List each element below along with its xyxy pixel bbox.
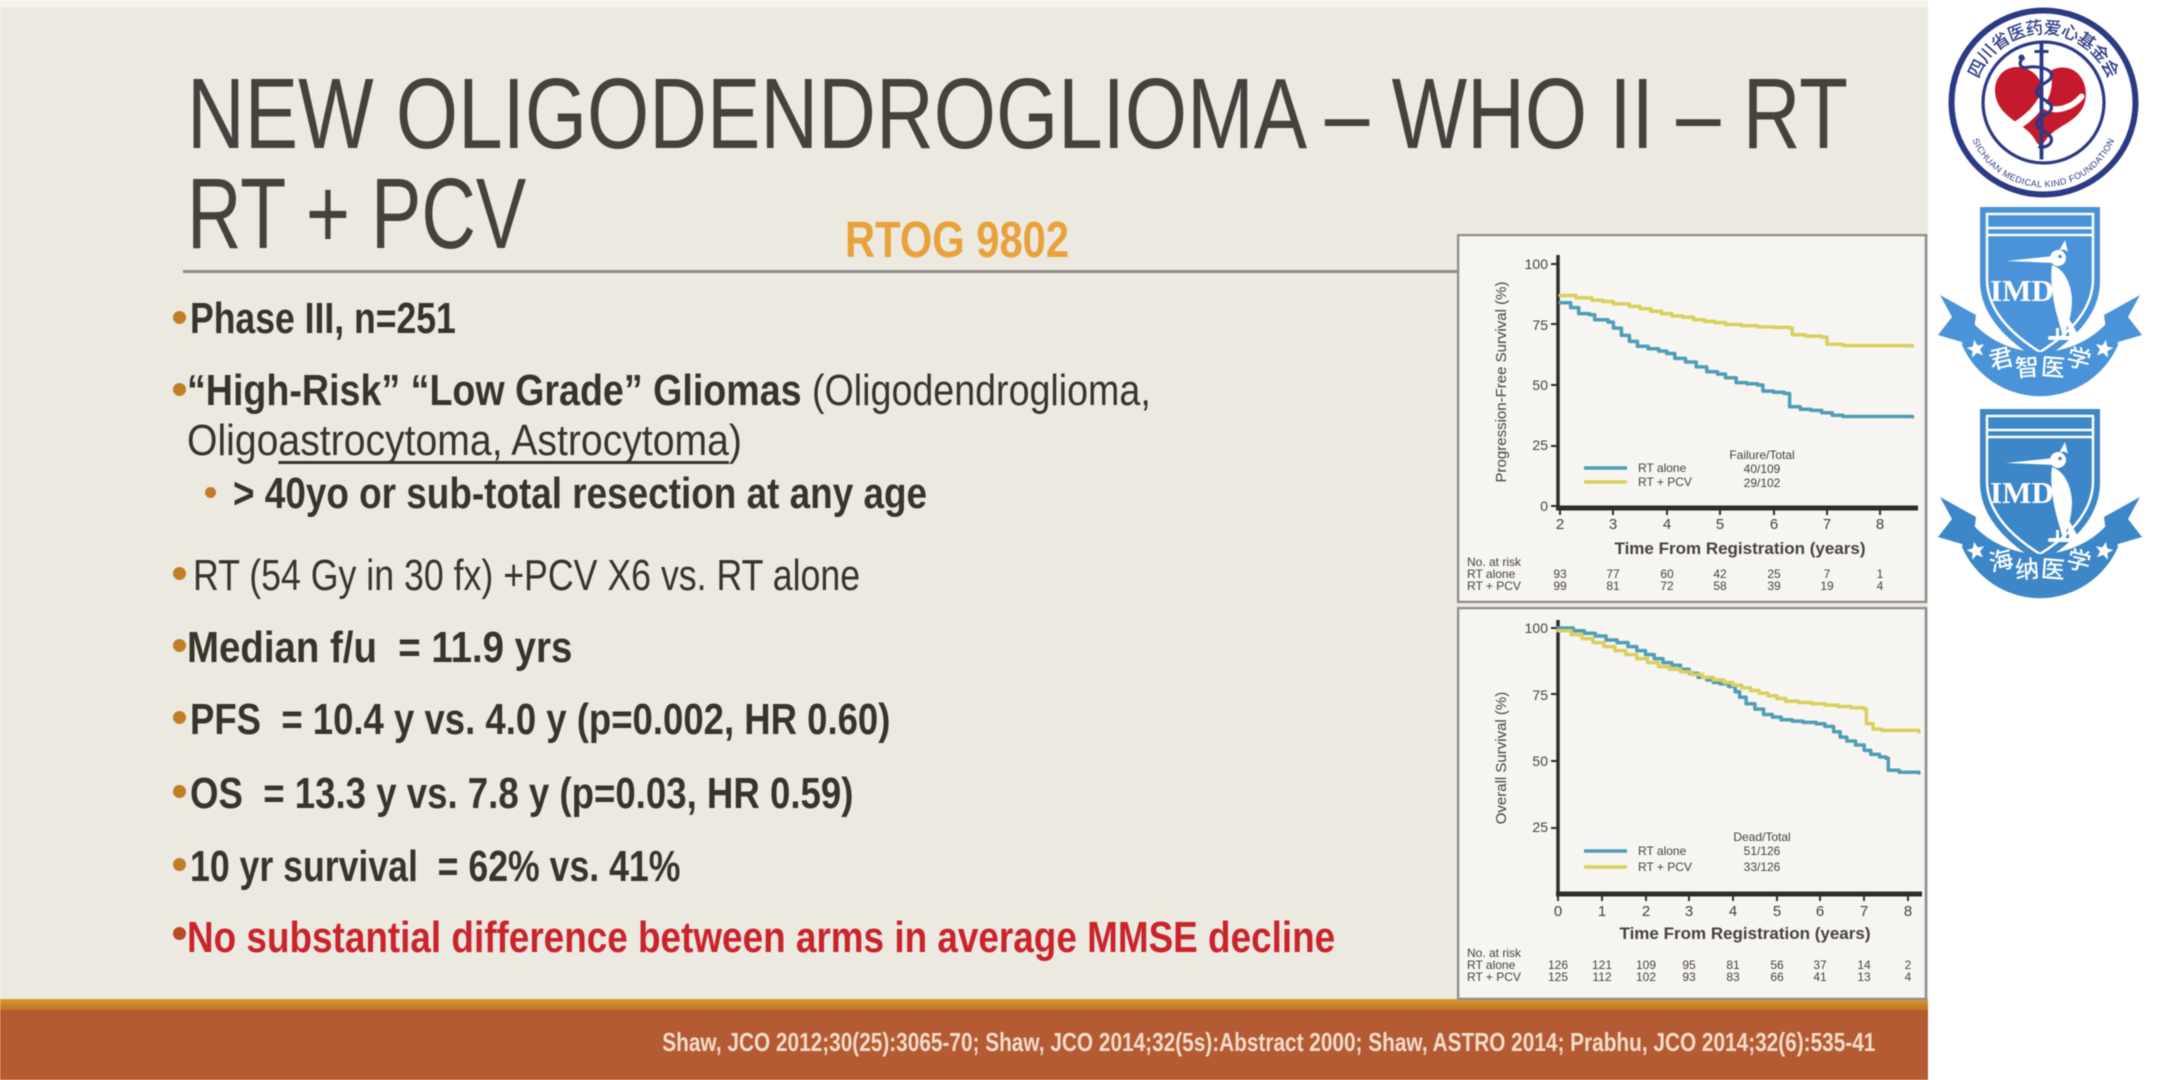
svg-text:75: 75 (1532, 687, 1548, 703)
svg-text:25: 25 (1767, 567, 1781, 581)
svg-text:No. at risk: No. at risk (1467, 555, 1522, 569)
svg-text:Dead/Total: Dead/Total (1733, 830, 1790, 844)
svg-text:8: 8 (1876, 516, 1884, 533)
svg-text:RT alone: RT alone (1467, 567, 1516, 581)
svg-text:0: 0 (1540, 498, 1548, 514)
svg-text:3: 3 (1685, 903, 1693, 920)
svg-text:2: 2 (1556, 516, 1564, 533)
svg-text:40/109: 40/109 (1744, 462, 1781, 476)
svg-text:51/126: 51/126 (1744, 844, 1781, 858)
svg-text:Time From Registration (years): Time From Registration (years) (1620, 924, 1871, 943)
svg-text:29/102: 29/102 (1744, 476, 1781, 490)
svg-text:Progression-Free Survival (%): Progression-Free Survival (%) (1493, 282, 1510, 483)
svg-text:Overall Survival (%): Overall Survival (%) (1493, 692, 1510, 825)
svg-text:93: 93 (1682, 970, 1696, 984)
svg-text:Failure/Total: Failure/Total (1729, 448, 1794, 462)
svg-text:8: 8 (1904, 903, 1912, 920)
svg-text:4: 4 (1877, 579, 1884, 593)
svg-text:33/126: 33/126 (1744, 860, 1781, 874)
svg-text:No. at risk: No. at risk (1467, 946, 1522, 960)
svg-text:102: 102 (1636, 970, 1656, 984)
svg-text:5: 5 (1773, 903, 1781, 920)
svg-text:1: 1 (1877, 567, 1884, 581)
svg-text:100: 100 (1525, 256, 1549, 272)
svg-text:50: 50 (1532, 377, 1548, 393)
svg-text:4: 4 (1663, 516, 1671, 533)
svg-text:37: 37 (1813, 958, 1827, 972)
svg-text:RT alone: RT alone (1638, 461, 1687, 475)
svg-text:25: 25 (1532, 819, 1548, 835)
svg-text:19: 19 (1820, 579, 1834, 593)
svg-text:RT + PCV: RT + PCV (1467, 579, 1521, 593)
svg-text:14: 14 (1857, 958, 1871, 972)
svg-text:6: 6 (1816, 903, 1824, 920)
svg-text:2: 2 (1905, 958, 1912, 972)
svg-text:66: 66 (1770, 970, 1784, 984)
svg-text:0: 0 (1554, 903, 1562, 920)
svg-text:7: 7 (1823, 516, 1831, 533)
svg-text:58: 58 (1713, 579, 1727, 593)
svg-text:100: 100 (1525, 620, 1549, 636)
svg-text:99: 99 (1553, 579, 1567, 593)
svg-text:13: 13 (1857, 970, 1871, 984)
svg-text:4: 4 (1729, 903, 1737, 920)
svg-text:72: 72 (1660, 579, 1674, 593)
svg-text:5: 5 (1716, 516, 1724, 533)
svg-text:95: 95 (1682, 958, 1696, 972)
svg-text:Time From Registration (years): Time From Registration (years) (1615, 539, 1866, 558)
svg-text:2: 2 (1642, 903, 1650, 920)
svg-text:83: 83 (1726, 970, 1740, 984)
svg-text:RT + PCV: RT + PCV (1638, 860, 1692, 874)
svg-text:77: 77 (1606, 567, 1620, 581)
svg-text:4: 4 (1905, 970, 1912, 984)
svg-text:1: 1 (1598, 903, 1606, 920)
svg-text:RT + PCV: RT + PCV (1638, 475, 1692, 489)
svg-text:126: 126 (1548, 958, 1568, 972)
svg-text:IMD: IMD (1990, 475, 2054, 510)
svg-text:109: 109 (1636, 958, 1656, 972)
svg-text:42: 42 (1713, 567, 1727, 581)
svg-text:125: 125 (1548, 970, 1568, 984)
svg-text:25: 25 (1532, 437, 1548, 453)
svg-text:RT alone: RT alone (1638, 844, 1687, 858)
svg-text:50: 50 (1532, 753, 1548, 769)
svg-text:3: 3 (1609, 516, 1617, 533)
svg-text:41: 41 (1813, 970, 1827, 984)
svg-text:81: 81 (1606, 579, 1620, 593)
svg-text:39: 39 (1767, 579, 1781, 593)
svg-text:IMD: IMD (1990, 273, 2054, 308)
svg-text:60: 60 (1660, 567, 1674, 581)
svg-text:6: 6 (1770, 516, 1778, 533)
svg-text:75: 75 (1532, 317, 1548, 333)
svg-text:RT + PCV: RT + PCV (1467, 970, 1521, 984)
svg-text:93: 93 (1553, 567, 1567, 581)
svg-text:121: 121 (1592, 958, 1612, 972)
svg-text:RT alone: RT alone (1467, 958, 1516, 972)
svg-text:7: 7 (1824, 567, 1831, 581)
svg-text:81: 81 (1726, 958, 1740, 972)
svg-text:112: 112 (1592, 970, 1611, 984)
svg-text:7: 7 (1860, 903, 1868, 920)
svg-text:56: 56 (1770, 958, 1784, 972)
